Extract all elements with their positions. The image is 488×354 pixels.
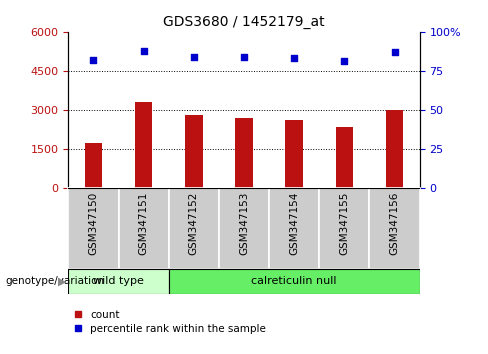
Text: genotype/variation: genotype/variation — [5, 276, 104, 286]
Bar — [336, 127, 353, 188]
Bar — [235, 118, 253, 188]
Bar — [269, 188, 319, 269]
Point — [240, 54, 248, 59]
Point — [190, 54, 198, 59]
Text: GSM347152: GSM347152 — [189, 192, 199, 255]
Bar — [319, 188, 369, 269]
Text: GSM347155: GSM347155 — [339, 192, 349, 255]
Bar — [169, 188, 219, 269]
Text: ▶: ▶ — [58, 276, 66, 286]
Text: GSM347151: GSM347151 — [139, 192, 149, 255]
Point — [290, 56, 298, 61]
Bar — [84, 143, 102, 188]
Bar — [68, 188, 119, 269]
Point — [89, 57, 97, 63]
Text: wild type: wild type — [93, 276, 144, 286]
Text: GSM347153: GSM347153 — [239, 192, 249, 255]
Bar — [185, 115, 203, 188]
Point — [341, 59, 348, 64]
Bar — [68, 269, 169, 294]
Bar — [369, 188, 420, 269]
Point — [140, 48, 147, 53]
Bar — [219, 188, 269, 269]
Legend: count, percentile rank within the sample: count, percentile rank within the sample — [74, 310, 266, 334]
Bar — [135, 102, 152, 188]
Bar — [119, 188, 169, 269]
Bar — [169, 269, 420, 294]
Text: GSM347154: GSM347154 — [289, 192, 299, 255]
Bar — [386, 110, 404, 188]
Title: GDS3680 / 1452179_at: GDS3680 / 1452179_at — [163, 16, 325, 29]
Point — [391, 49, 399, 55]
Text: GSM347156: GSM347156 — [389, 192, 400, 255]
Text: GSM347150: GSM347150 — [88, 192, 99, 255]
Bar — [285, 120, 303, 188]
Text: calreticulin null: calreticulin null — [251, 276, 337, 286]
